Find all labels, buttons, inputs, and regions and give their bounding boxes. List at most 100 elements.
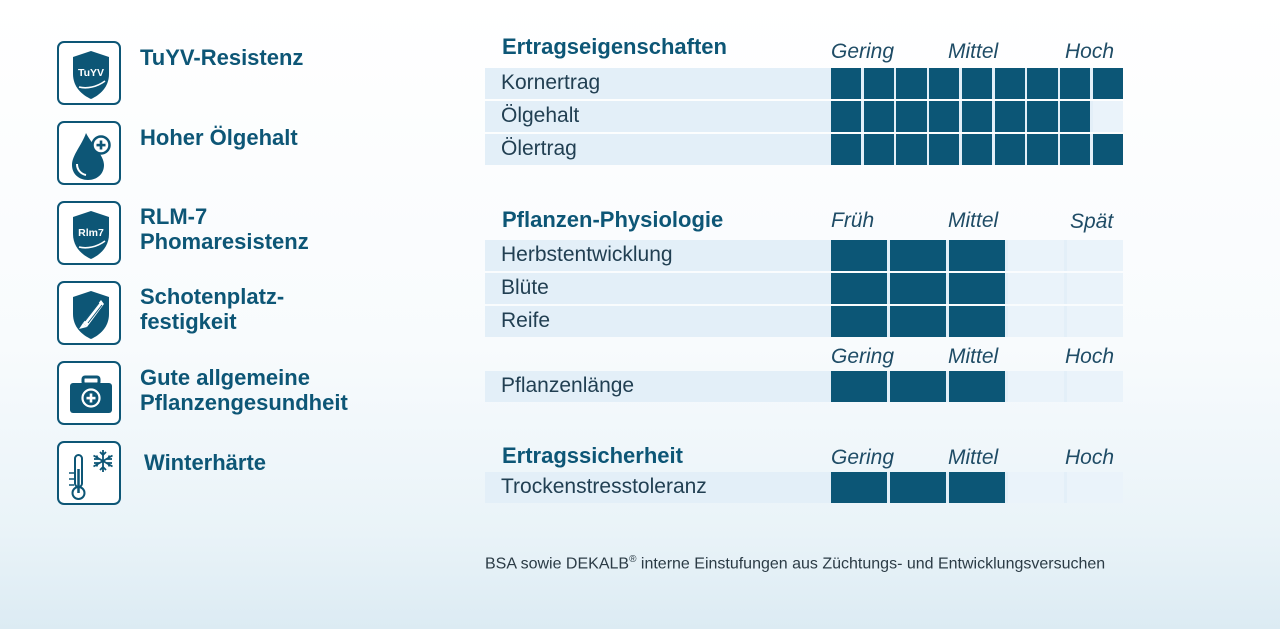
scale-mid-laenge: Mittel — [948, 345, 999, 368]
tuyv-badge-text: TuYV — [78, 67, 104, 79]
rating-segment-filled — [948, 306, 1006, 337]
rating-segment-filled — [831, 240, 888, 271]
rating-segment-filled — [961, 101, 993, 132]
rating-row: Trockenstresstoleranz — [485, 472, 1123, 503]
rating-segment-filled — [961, 134, 993, 165]
rating-segment-filled — [831, 273, 888, 304]
section-title-sicherheit: Ertragssicherheit — [502, 443, 683, 468]
scale-mid-sicherheit: Mittel — [948, 446, 999, 469]
feature-label-rlm7-line1: RLM-7 — [140, 204, 208, 229]
rating-segment-filled — [1060, 134, 1091, 165]
rating-segment-filled — [831, 134, 862, 165]
rating-segment-filled — [863, 101, 894, 132]
rating-bar — [831, 472, 1123, 503]
rating-segment-empty — [1066, 371, 1123, 402]
rating-segment-filled — [948, 273, 1006, 304]
rating-bar — [831, 68, 1123, 99]
rating-segment-filled — [889, 371, 947, 402]
rating-segment-filled — [831, 472, 888, 503]
rating-segment-filled — [1027, 101, 1058, 132]
rating-label: Ölgehalt — [501, 104, 580, 127]
rating-label: Blüte — [501, 276, 549, 299]
registered-mark: ® — [629, 554, 637, 565]
scale-low-laenge: Gering — [831, 345, 895, 368]
rating-row: Ölgehalt — [485, 101, 1123, 132]
scale-mid-physiologie: Mittel — [948, 209, 999, 232]
feature-label-winter: Winterhärte — [144, 450, 267, 475]
section-title-ertrag: Ertragseigenschaften — [502, 34, 727, 59]
rating-segment-filled — [994, 101, 1025, 132]
rating-segment-filled — [1027, 134, 1058, 165]
rating-segment-empty — [1066, 273, 1123, 304]
rating-label: Kornertrag — [501, 71, 601, 94]
rating-segment-filled — [863, 68, 894, 99]
rating-segment-empty — [1066, 240, 1123, 271]
tuyv-shield-icon: TuYV — [57, 41, 121, 105]
rating-segment-filled — [994, 134, 1025, 165]
feature-label-pod-line1: Schotenplatz- — [140, 284, 285, 309]
scale-mid-ertrag: Mittel — [948, 40, 999, 63]
rating-row: Herbstentwicklung — [485, 240, 1123, 271]
footnote-text-start: BSA sowie DEKALB — [485, 555, 630, 573]
scale-high-physiologie: Spät — [1070, 210, 1114, 233]
feature-label-tuyv: TuYV-Resistenz — [140, 45, 304, 70]
rating-row: Blüte — [485, 273, 1123, 304]
footnote: BSA sowie DEKALB® interne Einstufungen a… — [485, 554, 1105, 573]
rating-segment-filled — [831, 68, 862, 99]
rating-bar — [831, 371, 1123, 402]
rating-segment-filled — [889, 306, 947, 337]
scale-low-ertrag: Gering — [831, 40, 895, 63]
rating-bar — [831, 134, 1123, 165]
rating-segment-filled — [889, 472, 947, 503]
scale-high-laenge: Hoch — [1065, 345, 1115, 368]
rating-segment-filled — [831, 101, 862, 132]
rating-row: Pflanzenlänge — [485, 371, 1123, 402]
feature-label-pod-shatter: Schotenplatz- festigkeit — [140, 284, 284, 334]
thermometer-snowflake-icon — [57, 441, 121, 505]
rating-segment-filled — [831, 371, 888, 402]
rating-segment-filled — [1060, 101, 1091, 132]
rating-segment-empty — [1007, 273, 1065, 304]
rating-segment-filled — [961, 68, 993, 99]
rating-segment-empty — [1007, 472, 1065, 503]
feature-label-oil: Hoher Ölgehalt — [140, 125, 298, 150]
rating-segment-empty — [1066, 472, 1123, 503]
rating-bar — [831, 273, 1123, 304]
rating-segment-filled — [948, 472, 1006, 503]
rating-segment-filled — [929, 68, 960, 99]
rating-label: Trockenstresstoleranz — [501, 475, 707, 498]
scale-high-sicherheit: Hoch — [1065, 446, 1115, 469]
rating-row: Ölertrag — [485, 134, 1123, 165]
rating-bar — [831, 101, 1123, 132]
scale-high-ertrag: Hoch — [1065, 40, 1115, 63]
rating-label: Ölertrag — [501, 137, 577, 160]
rating-row: Reife — [485, 306, 1123, 337]
rating-segment-filled — [929, 134, 960, 165]
first-aid-kit-icon — [57, 361, 121, 425]
rating-segment-empty — [1066, 306, 1123, 337]
feature-label-rlm7-line2: Phomaresistenz — [140, 229, 309, 254]
rating-label: Reife — [501, 309, 551, 332]
scale-low-sicherheit: Gering — [831, 446, 895, 469]
rating-segment-filled — [1060, 68, 1091, 99]
rating-segment-filled — [1092, 134, 1123, 165]
rating-bar — [831, 240, 1123, 271]
footnote-text-end: interne Einstufungen aus Züchtungs- und … — [636, 555, 1106, 573]
feature-label-health-line2: Pflanzengesundheit — [140, 390, 348, 415]
rating-row: Kornertrag — [485, 68, 1123, 99]
rating-segment-empty — [1007, 371, 1065, 402]
oil-drop-icon — [57, 121, 121, 185]
rlm7-badge-text: Rlm7 — [78, 227, 104, 239]
section-title-physiologie: Pflanzen-Physiologie — [502, 207, 724, 232]
rating-segment-filled — [994, 68, 1025, 99]
feature-label-rlm7: RLM-7 Phomaresistenz — [140, 204, 309, 254]
rating-segment-filled — [896, 134, 927, 165]
rating-segment-empty — [1007, 240, 1065, 271]
rating-label: Herbstentwicklung — [501, 243, 673, 266]
feature-label-pod-line2: festigkeit — [140, 309, 237, 334]
rating-segment-empty — [1092, 101, 1123, 132]
rating-label: Pflanzenlänge — [501, 374, 635, 397]
rating-segment-filled — [831, 306, 888, 337]
rating-segment-filled — [948, 240, 1006, 271]
rating-segment-filled — [896, 101, 927, 132]
